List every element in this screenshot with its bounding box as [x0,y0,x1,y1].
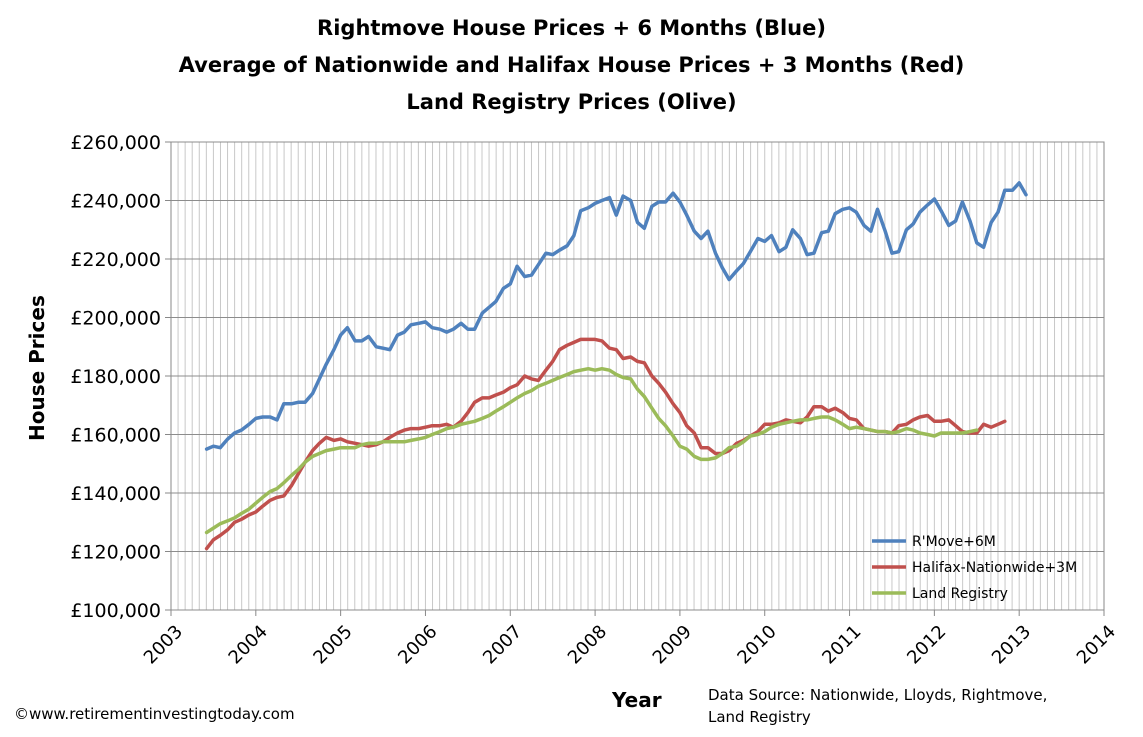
x-tick-label: 2014 [1073,621,1120,668]
x-tick-label: 2003 [140,621,187,668]
x-tick-label: 2007 [479,621,526,668]
data-source-line-1: Data Source: Nationwide, Lloyds, Rightmo… [708,686,1048,704]
y-tick-label: £200,000 [70,308,161,330]
chart-title-line-1: Rightmove House Prices + 6 Months (Blue) [317,16,826,40]
y-axis-label: House Prices [25,295,49,441]
legend: R'Move+6M Halifax-Nationwide+3M Land Regis… [872,534,1077,602]
y-tick-label: £260,000 [70,132,161,154]
x-tick-label: 2012 [903,621,950,668]
y-tick-label: £220,000 [70,249,161,271]
y-tick-label: £160,000 [70,425,161,447]
legend-label: Land Registry [912,586,1008,602]
series-line-land-registry [204,366,979,535]
y-tick-label: £240,000 [70,191,161,213]
data-source-line-2: Land Registry [708,708,811,726]
x-tick-label: 2010 [734,621,781,668]
x-tick-label: 2008 [564,621,611,668]
x-tick-label: 2013 [988,621,1035,668]
chart-title-line-3: Land Registry Prices (Olive) [406,90,737,114]
site-credit: ©www.retirementinvestingtoday.com [14,705,295,723]
x-tick-label: 2004 [225,621,272,668]
chart-title-line-2: Average of Nationwide and Halifax House … [178,53,965,77]
legend-label: R'Move+6M [912,534,996,550]
series-line-r-move-6m [204,181,1028,451]
grid [170,141,1105,611]
legend-label: Halifax-Nationwide+3M [912,560,1077,576]
x-axis-label: Year [612,688,662,712]
x-tick-label: 2006 [394,621,441,668]
y-tick-label: £100,000 [70,600,161,622]
x-tick-label: 2005 [309,621,356,668]
y-tick-label: £140,000 [70,483,161,505]
series-lines [204,181,1028,551]
y-tick-label: £180,000 [70,366,161,388]
data-source-note: Data Source: Nationwide, Lloyds, Rightmo… [708,684,1047,728]
x-tick-label: 2011 [818,621,865,668]
y-tick-label: £120,000 [70,542,161,564]
x-tick-label: 2009 [649,621,696,668]
